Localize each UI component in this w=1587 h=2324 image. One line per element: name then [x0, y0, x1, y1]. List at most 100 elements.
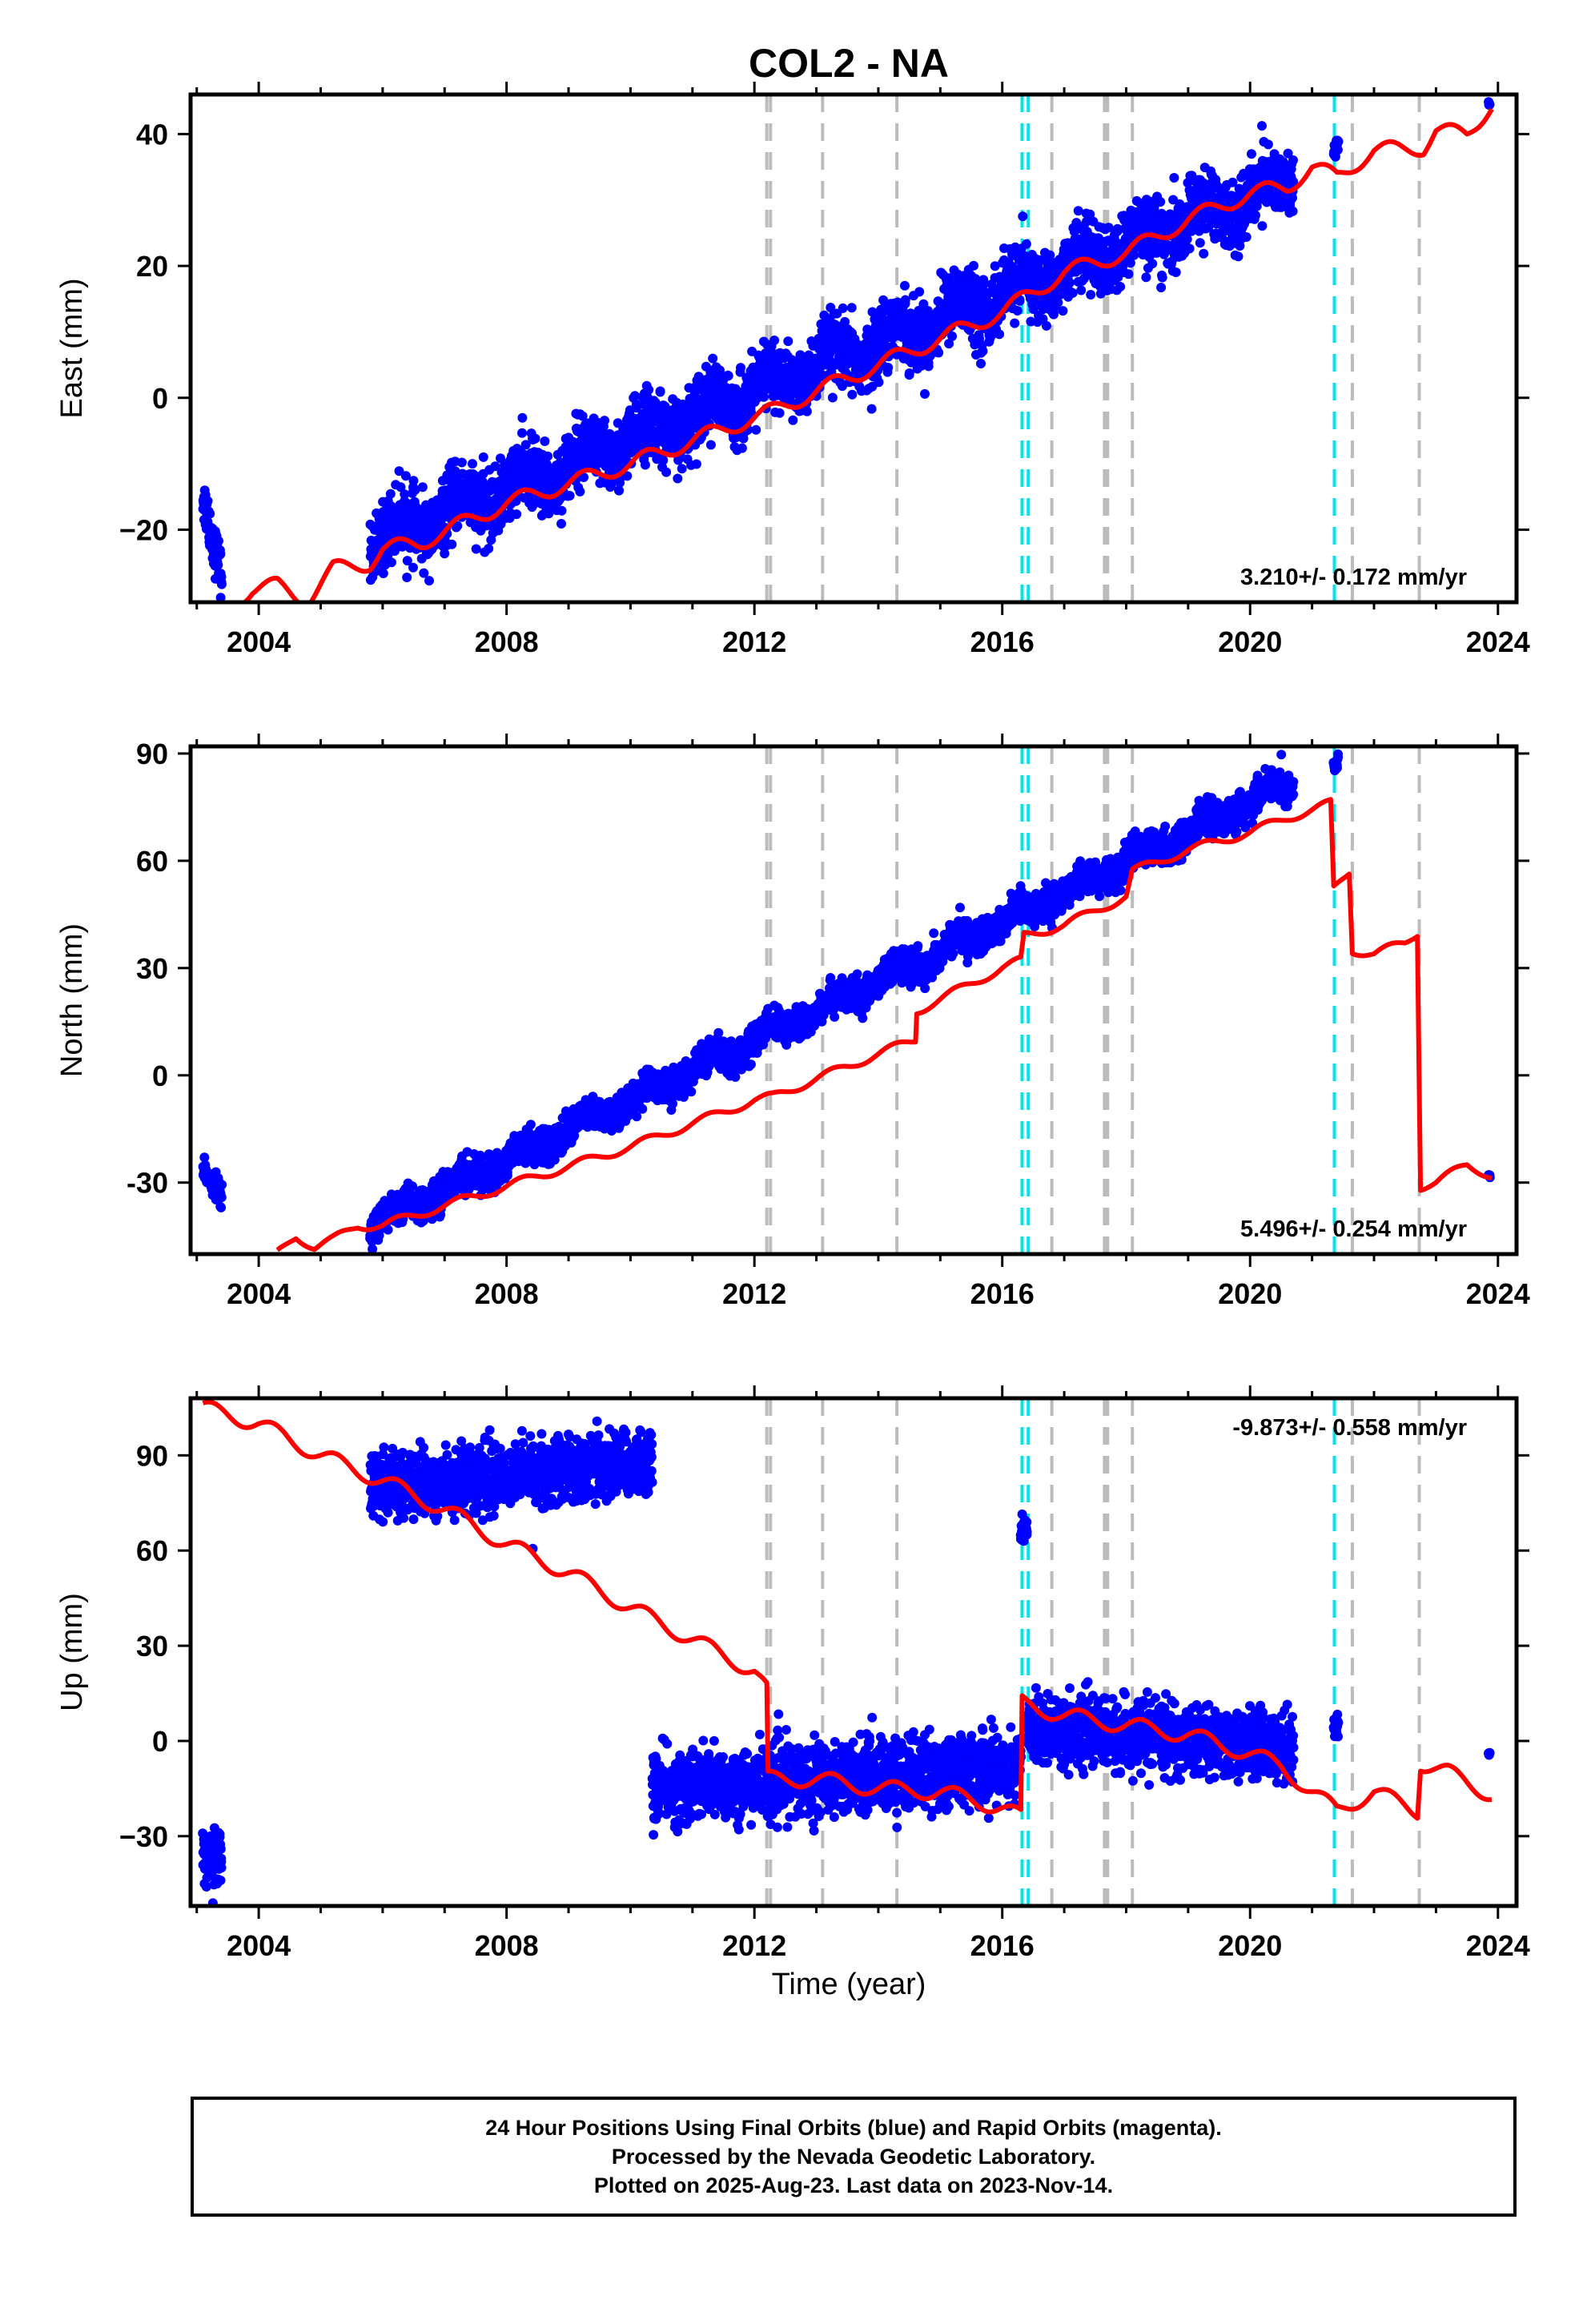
- data-point: [452, 521, 463, 531]
- data-point: [1123, 269, 1134, 279]
- data-point: [900, 295, 910, 305]
- data-point: [417, 482, 428, 493]
- data-point: [1171, 267, 1181, 277]
- data-point: [838, 381, 847, 392]
- data-point: [394, 466, 404, 476]
- y-axis-label: East (mm): [55, 278, 89, 418]
- data-point: [708, 353, 718, 364]
- data-point: [677, 464, 687, 474]
- data-point: [900, 280, 910, 291]
- data-point: [1018, 211, 1028, 222]
- data-point: [525, 1120, 536, 1130]
- data-point: [920, 388, 930, 399]
- data-point: [658, 455, 669, 465]
- data-point: [640, 460, 650, 470]
- data-point: [543, 451, 553, 461]
- x-tick-label: 2016: [970, 625, 1035, 658]
- data-point: [1333, 136, 1344, 147]
- data-point: [736, 363, 745, 373]
- data-point: [661, 467, 672, 477]
- x-tick-label: 2020: [1218, 625, 1282, 658]
- panel-north: 2004 2008 2012 2016 2020 2024-300306090North …: [55, 734, 1530, 1310]
- data-point: [484, 544, 494, 553]
- data-point: [528, 499, 539, 509]
- data-point: [1086, 290, 1096, 300]
- data-points-east: [198, 97, 1495, 602]
- y-tick-label: −20: [119, 513, 168, 546]
- data-point: [867, 307, 878, 317]
- data-point: [1199, 248, 1209, 259]
- data-point: [655, 386, 665, 396]
- data-point: [1241, 232, 1252, 242]
- data-point: [1156, 283, 1167, 292]
- data-point: [944, 339, 954, 349]
- data-point: [1332, 145, 1343, 155]
- data-point: [990, 261, 1000, 271]
- data-point: [984, 288, 994, 298]
- data-point: [400, 471, 411, 481]
- data-point: [1184, 243, 1195, 254]
- data-point: [1115, 282, 1126, 292]
- data-point: [630, 391, 640, 401]
- data-point: [1064, 278, 1075, 288]
- data-point: [205, 509, 215, 519]
- data-point: [827, 392, 838, 403]
- data-point: [440, 549, 450, 559]
- data-point: [478, 452, 488, 462]
- data-point: [769, 336, 780, 345]
- data-point: [215, 549, 226, 559]
- data-point: [847, 389, 858, 400]
- data-point: [838, 303, 848, 313]
- data-point: [631, 403, 641, 413]
- x-tick-label: 2024: [1466, 625, 1530, 658]
- data-point: [520, 440, 531, 450]
- data-point: [1076, 285, 1087, 296]
- data-point: [976, 359, 986, 368]
- data-point: [934, 348, 944, 358]
- data-point: [1012, 306, 1023, 316]
- data-point: [410, 485, 420, 495]
- data-point: [424, 576, 434, 586]
- data-point: [216, 579, 227, 589]
- data-point: [751, 424, 761, 435]
- data-point: [396, 482, 406, 493]
- data-point: [216, 1192, 227, 1203]
- data-point: [203, 496, 213, 506]
- data-point: [386, 557, 396, 568]
- data-point: [1058, 306, 1068, 316]
- data-point: [512, 509, 522, 520]
- data-point: [1141, 272, 1151, 283]
- data-point: [783, 336, 794, 347]
- data-point: [540, 436, 550, 446]
- x-tick-label: 2004: [227, 625, 291, 658]
- data-points-north: [198, 749, 1495, 1254]
- data-point: [650, 397, 661, 408]
- data-point: [579, 472, 589, 482]
- data-point: [1288, 206, 1298, 216]
- data-point: [1288, 155, 1298, 165]
- data-point: [408, 562, 418, 573]
- data-point: [1129, 250, 1139, 260]
- data-point: [1010, 318, 1020, 328]
- data-point: [1021, 239, 1031, 249]
- data-point: [904, 368, 914, 378]
- data-point: [490, 461, 500, 472]
- data-point: [866, 404, 877, 414]
- data-point: [947, 331, 958, 341]
- data-point: [419, 568, 429, 578]
- data-point: [1067, 287, 1078, 298]
- data-point: [575, 486, 585, 497]
- data-point: [1157, 272, 1167, 283]
- data-point: [788, 415, 798, 425]
- data-point: [874, 377, 884, 388]
- data-point: [530, 433, 540, 444]
- y-tick-label: 0: [152, 382, 168, 415]
- data-point: [217, 1180, 227, 1190]
- data-point: [402, 556, 412, 566]
- data-point: [385, 489, 396, 499]
- data-point: [774, 408, 785, 418]
- data-point: [840, 316, 850, 327]
- data-point: [577, 411, 588, 421]
